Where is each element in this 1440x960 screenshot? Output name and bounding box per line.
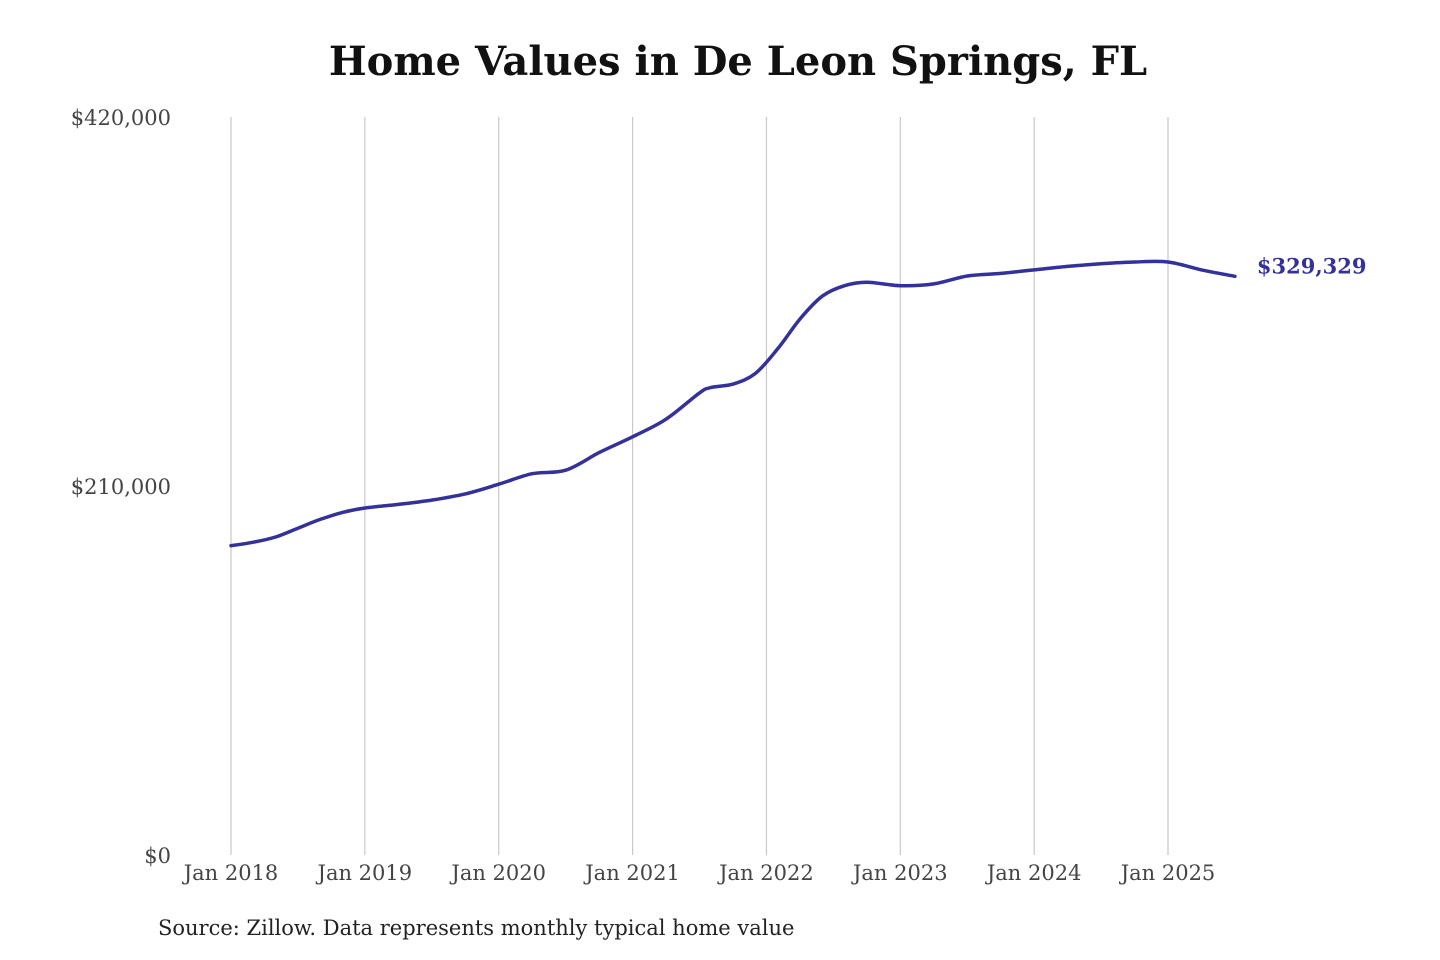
x-tick-label: Jan 2020 [449, 861, 546, 885]
x-tick-label: Jan 2018 [182, 861, 279, 885]
end-value-label: $329,329 [1257, 253, 1367, 278]
x-tick-label: Jan 2024 [985, 861, 1082, 885]
x-axis: Jan 2018 Jan 2019 Jan 2020 Jan 2021 Jan 2022… [182, 861, 1216, 885]
y-tick-label: $420,000 [71, 106, 171, 130]
x-tick-label: Jan 2023 [851, 861, 948, 885]
x-tick-label: Jan 2021 [583, 861, 680, 885]
x-tick-label: Jan 2025 [1119, 861, 1216, 885]
y-tick-label: $210,000 [71, 475, 171, 499]
chart-title: Home Values in De Leon Springs, FL [328, 38, 1148, 85]
x-tick-label: Jan 2022 [717, 861, 814, 885]
y-axis: $0 $210,000 $420,000 [71, 106, 171, 868]
y-tick-label: $0 [144, 844, 171, 868]
x-tick-label: Jan 2019 [316, 861, 413, 885]
source-note: Source: Zillow. Data represents monthly … [158, 916, 795, 940]
series-layer: $329,329 [229, 253, 1367, 548]
series-line [229, 259, 1237, 548]
gridlines [230, 117, 1169, 855]
